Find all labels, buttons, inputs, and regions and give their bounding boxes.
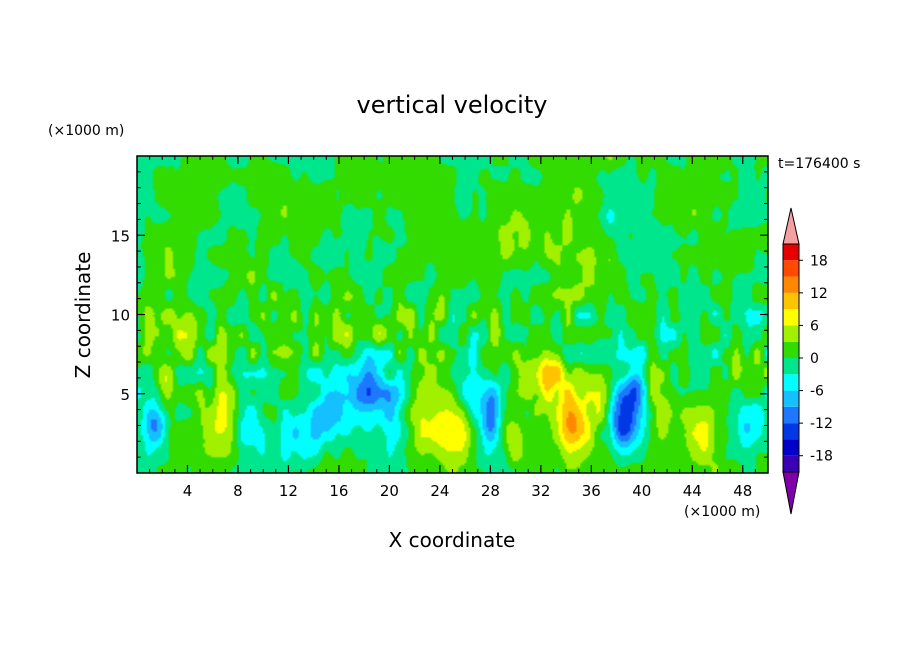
colorbar-ticks: 18 12 6 0 -6 -12 -18 [799,253,833,465]
colorbar-band [783,309,799,326]
y-axis-ticks: 5 10 15 [111,171,768,458]
colorbar-band [783,292,799,310]
x-tick-label: 48 [733,482,752,500]
colorbar-band [783,423,799,440]
colorbar-tick-label: -6 [810,384,824,400]
colorbar-band [783,260,799,277]
colorbar: 18 12 6 0 -6 -12 -18 [782,207,833,515]
colorbar-tick-label: 6 [810,318,819,334]
colorbar-band [783,325,799,342]
x-tick-label: 12 [279,482,298,500]
colorbar-under-triangle [782,471,800,515]
x-tick-label: 8 [233,482,243,500]
x-tick-label: 24 [430,482,449,500]
x-tick-label: 36 [582,482,601,500]
x-axis-label: X coordinate [389,528,516,552]
x-tick-label: 20 [380,482,399,500]
colorbar-bands [783,244,799,472]
colorbar-band [783,439,799,456]
x-tick-label: 32 [531,482,550,500]
x-tick-label: 44 [683,482,702,500]
colorbar-band [783,244,799,261]
x-tick-label: 28 [481,482,500,500]
contour-field [137,156,768,473]
colorbar-band [783,406,799,424]
x-tick-label: 40 [632,482,651,500]
colorbar-tick-label: 0 [810,351,819,367]
time-label: t=176400 s [778,156,860,172]
colorbar-band [783,455,799,472]
colorbar-band [783,276,799,293]
y-tick-label: 5 [120,386,130,404]
colorbar-band [783,374,799,391]
colorbar-tick-label: -18 [810,449,833,465]
x-tick-label: 16 [329,482,348,500]
x-tick-label: 4 [183,482,193,500]
colorbar-tick-label: 18 [810,253,828,269]
colorbar-band [783,341,799,358]
colorbar-band [783,390,799,407]
y-tick-label: 15 [111,227,130,245]
x-axis-unit-label: (×1000 m) [684,504,760,520]
colorbar-over-triangle [782,207,800,245]
x-axis-ticks: 4 8 12 16 20 24 28 32 36 40 44 48 [149,156,756,500]
colorbar-band [783,358,799,375]
y-axis-unit-label: (×1000 m) [48,123,124,139]
colorbar-tick-label: 12 [810,286,828,302]
y-axis-label: Z coordinate [71,252,95,379]
y-tick-label: 10 [111,307,130,325]
colorbar-tick-label: -12 [810,416,833,432]
chart-title: vertical velocity [357,91,548,119]
